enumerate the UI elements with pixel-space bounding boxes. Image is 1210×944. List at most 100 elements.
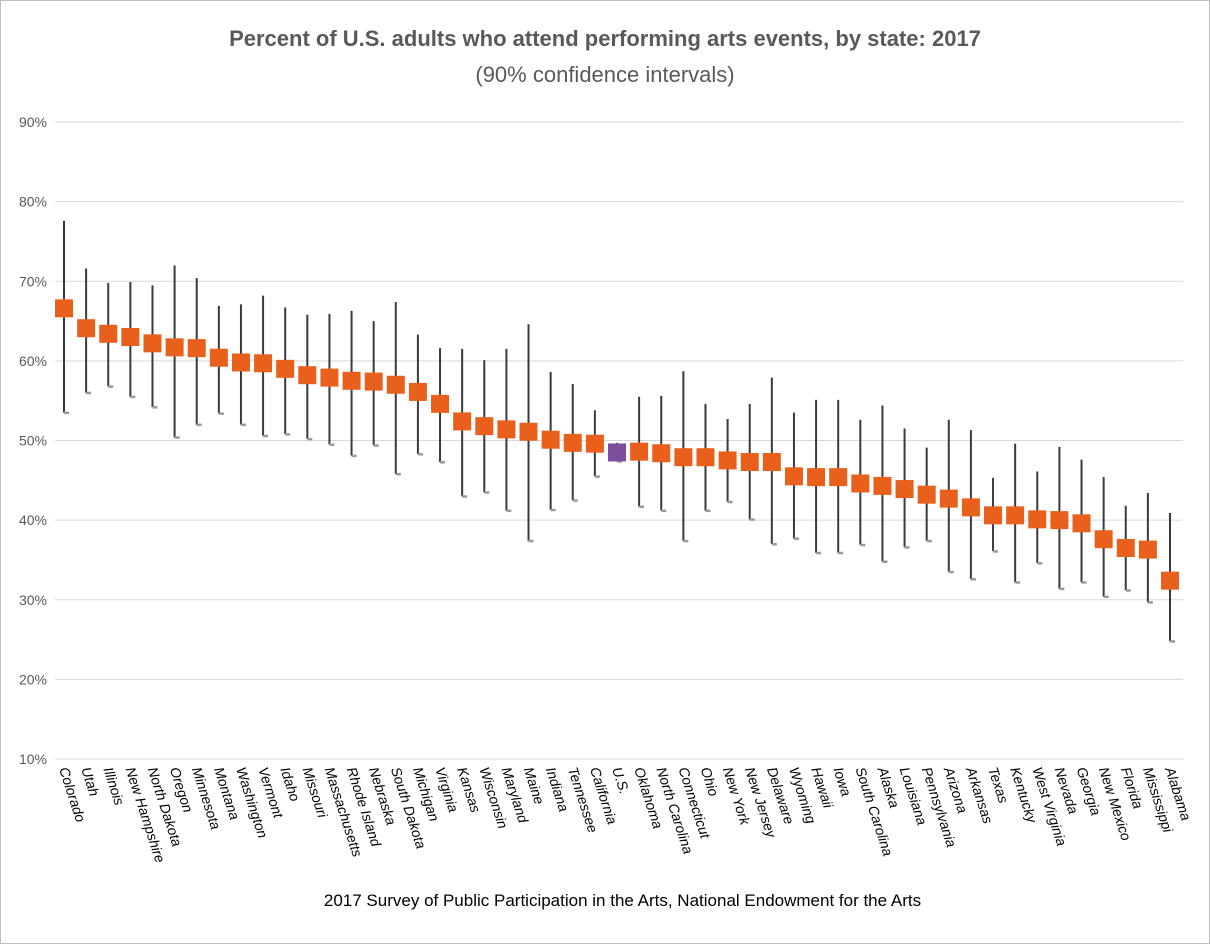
state-marker [541, 430, 560, 449]
error-bar-cap [174, 436, 180, 439]
state-marker [298, 366, 317, 385]
error-bar-cap [329, 443, 335, 446]
error-bar-cap [351, 454, 357, 458]
state-marker [1006, 506, 1025, 525]
state-marker [121, 327, 140, 346]
error-bar-cap [506, 509, 512, 513]
error-bar-cap [705, 509, 711, 513]
error-bar-cap [1015, 581, 1021, 584]
state-marker [55, 299, 73, 318]
state-marker [408, 382, 427, 401]
error-bar-cap [970, 578, 976, 581]
state-marker [320, 368, 339, 387]
state-marker [1072, 514, 1091, 533]
y-tick-label: 40% [19, 512, 47, 528]
y-tick-label: 10% [19, 751, 47, 767]
state-marker [807, 468, 826, 487]
error-bar-cap [218, 412, 224, 415]
error-bar-cap [904, 546, 910, 549]
x-tick-label: U.S. [609, 765, 633, 796]
error-bar-cap [1103, 595, 1109, 599]
chart-source-note: 2017 Survey of Public Participation in t… [323, 891, 922, 910]
state-marker [187, 339, 206, 358]
error-bar-cap [771, 543, 777, 546]
error-bar-cap [285, 433, 291, 436]
error-bar-cap [661, 509, 667, 513]
us-average-marker [608, 443, 626, 462]
error-bar-cap [793, 537, 799, 540]
state-marker [254, 354, 273, 373]
error-bar-cap [395, 472, 401, 476]
state-marker [829, 468, 848, 487]
y-tick-label: 60% [19, 353, 47, 369]
error-bar-cap [882, 560, 888, 564]
error-bar-cap [1059, 587, 1065, 591]
error-bar-cap [152, 406, 158, 409]
state-marker [917, 485, 936, 504]
state-marker [851, 474, 870, 493]
y-tick-label: 90% [19, 114, 47, 130]
state-marker [99, 324, 118, 343]
state-marker [585, 434, 604, 453]
state-marker [674, 448, 693, 467]
state-marker [1028, 510, 1047, 529]
error-bar-cap [860, 543, 866, 547]
error-bar-cap [86, 391, 92, 395]
state-marker [342, 371, 361, 390]
error-bar-cap [263, 434, 269, 438]
state-marker [143, 334, 162, 353]
state-marker [984, 506, 1003, 525]
state-marker [563, 433, 582, 452]
error-bar-cap [307, 437, 313, 441]
error-bar-cap [838, 551, 844, 555]
x-tick-label: Iowa [830, 765, 854, 798]
error-bar-cap [462, 495, 468, 498]
state-marker [740, 452, 759, 471]
error-bar-cap [417, 453, 423, 456]
error-bar-cap [727, 500, 733, 504]
state-marker [630, 442, 649, 461]
state-marker [77, 319, 96, 338]
state-marker [696, 448, 715, 467]
y-tick-label: 20% [19, 671, 47, 687]
error-bar-cap [639, 505, 645, 509]
error-bar-cap [683, 539, 689, 543]
error-bar-cap [948, 570, 954, 574]
error-bar-cap [572, 499, 578, 502]
chart-title: Percent of U.S. adults who attend perfor… [229, 26, 981, 51]
error-bar-cap [993, 550, 999, 553]
state-marker [165, 338, 184, 357]
error-bar-cap [926, 539, 932, 543]
state-marker [895, 480, 914, 499]
error-bar-cap [1125, 589, 1131, 592]
error-bar-cap [196, 423, 202, 427]
state-marker [762, 452, 781, 471]
state-marker [939, 489, 958, 508]
state-marker [497, 420, 516, 439]
error-bar-cap [440, 460, 446, 464]
error-bar-cap [594, 475, 600, 478]
error-bar-cap [64, 411, 69, 415]
chart-subtitle: (90% confidence intervals) [475, 62, 735, 87]
error-bar-cap [240, 423, 246, 427]
error-bar-cap [1081, 581, 1087, 584]
y-tick-label: 80% [19, 194, 47, 210]
state-marker [475, 417, 494, 436]
error-bar-cap [816, 551, 822, 555]
state-marker [652, 444, 671, 463]
state-marker [519, 422, 538, 441]
error-bar-cap [1147, 601, 1153, 604]
state-marker [1050, 511, 1069, 530]
state-marker [364, 372, 383, 391]
state-marker [431, 394, 450, 413]
state-marker [386, 375, 405, 394]
error-bar-cap [550, 508, 556, 512]
y-tick-label: 70% [19, 273, 47, 289]
state-marker [231, 353, 250, 372]
x-tick-label: Utah [78, 765, 102, 798]
error-bar-cap [749, 518, 755, 521]
state-marker [961, 498, 980, 517]
y-tick-label: 30% [19, 592, 47, 608]
y-tick-label: 50% [19, 433, 47, 449]
